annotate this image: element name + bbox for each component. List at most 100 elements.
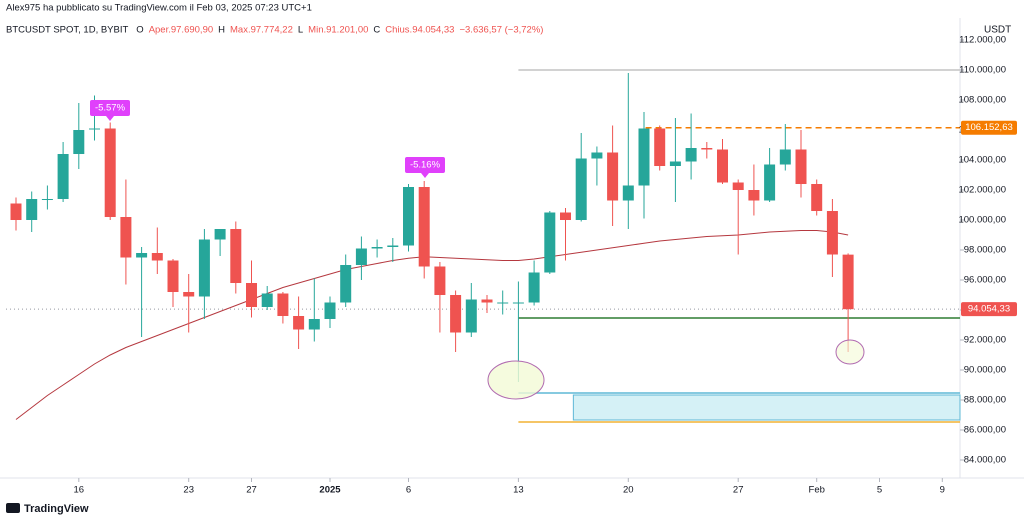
price-label: 94.054,33: [968, 304, 1010, 315]
x-tick-label: 27: [733, 485, 744, 496]
y-tick-label: 90.000,00: [964, 365, 1006, 376]
legend-item: O: [136, 25, 143, 36]
candle-body: [685, 148, 697, 162]
candle-body: [324, 302, 336, 320]
candle-body: [403, 187, 415, 246]
candle-body: [57, 154, 69, 200]
candle-body: [277, 293, 289, 317]
candle-body: [560, 212, 572, 221]
candle-body: [795, 149, 807, 185]
y-tick-label: 108.000,00: [958, 95, 1006, 106]
candle-body: [748, 190, 760, 201]
candle-body: [167, 260, 179, 293]
candle-body: [371, 247, 383, 249]
candle-body: [717, 149, 729, 183]
price-label: 106.152,63: [965, 122, 1013, 133]
annotation-pointer: [106, 116, 114, 121]
annotation-pointer: [421, 173, 429, 178]
candle-body: [41, 199, 53, 201]
annotation-box: [405, 157, 445, 173]
y-tick-label: 110.000,00: [959, 65, 1006, 76]
candle-body: [465, 299, 477, 333]
x-tick-label: 5: [877, 485, 882, 496]
annotation-box: [90, 100, 130, 116]
header: Alex975 ha pubblicato su TradingView.com…: [6, 3, 312, 14]
candle-body: [575, 158, 587, 221]
annotation: -5.16%: [410, 160, 441, 171]
legend-item: Max.97.774,22: [230, 25, 293, 36]
price-label-box: [961, 120, 1017, 135]
candle-body: [104, 128, 116, 218]
moving-average: [15, 230, 849, 420]
candle-body: [355, 248, 367, 266]
x-tick-label: 23: [183, 485, 194, 496]
candle-body: [26, 199, 38, 221]
candle-body: [308, 319, 320, 330]
logo: [6, 503, 20, 513]
legend-item: Min.91.201,00: [308, 25, 368, 36]
legend-item: Aper.97.690,90: [149, 25, 213, 36]
candle-body: [544, 212, 556, 273]
candle-body: [136, 253, 148, 258]
x-tick-label: Feb: [809, 485, 825, 496]
y-axis-label: USDT: [984, 25, 1011, 36]
price-label-box: [961, 302, 1017, 317]
y-tick-label: 96.000,00: [964, 275, 1006, 286]
y-tick-label: 102.000,00: [958, 185, 1006, 196]
candle-body: [261, 293, 273, 308]
candle-body: [293, 316, 305, 330]
plot: [6, 69, 961, 423]
candle-body: [842, 254, 854, 310]
y-tick-label: 86.000,00: [964, 425, 1006, 436]
x-tick-label: 6: [406, 485, 411, 496]
candle-body: [10, 203, 22, 221]
x-tick-label: 20: [623, 485, 634, 496]
candle-body: [732, 182, 744, 191]
candle-body: [607, 152, 619, 201]
candle-body: [418, 187, 430, 267]
candle-body: [512, 302, 524, 304]
zone: [572, 394, 961, 421]
x-tick-label: 2025: [319, 485, 341, 496]
candle-body: [89, 128, 101, 130]
y-tick-label: 104.000,00: [958, 155, 1006, 166]
highlight: [835, 339, 865, 365]
legend-item: Chius.94.054,33: [385, 25, 454, 36]
candle-body: [591, 152, 603, 159]
y-tick-label: 98.000,00: [964, 245, 1006, 256]
y-tick-label: 88.000,00: [964, 395, 1006, 406]
footer: TradingView: [24, 503, 89, 515]
x-tick-label: 16: [74, 485, 85, 496]
candle-body: [497, 302, 509, 304]
candle-body: [230, 229, 242, 284]
candle-body: [811, 184, 823, 212]
y-tick-label: 92.000,00: [964, 335, 1006, 346]
candle-body: [654, 128, 666, 167]
annotation: -5.57%: [95, 103, 126, 114]
candle-body: [622, 185, 634, 201]
candle-body: [198, 239, 210, 297]
x-tick-label: 27: [246, 485, 257, 496]
x-tick-label: 9: [940, 485, 945, 496]
candle-body: [450, 295, 462, 333]
candle-body: [387, 245, 399, 248]
y-tick-label: 100.000,00: [958, 215, 1006, 226]
candle-body: [669, 161, 681, 167]
candle-body: [120, 217, 132, 258]
candle-body: [73, 130, 85, 155]
legend-item: H: [218, 25, 225, 36]
candle-body: [638, 128, 650, 186]
legend-item: C: [373, 25, 380, 36]
y-tick-label: 84.000,00: [964, 455, 1006, 466]
candle-body: [246, 283, 258, 308]
candle-body: [779, 149, 791, 165]
candle-body: [434, 266, 446, 296]
candle-body: [826, 211, 838, 255]
candle-body: [481, 299, 493, 303]
legend-item: −3.636,57 (−3,72%): [459, 25, 543, 36]
candle-body: [764, 164, 776, 201]
candle-body: [528, 272, 540, 303]
legend-item: L: [298, 25, 303, 36]
legend-title: BTCUSDT SPOT, 1D, BYBIT: [6, 25, 128, 36]
